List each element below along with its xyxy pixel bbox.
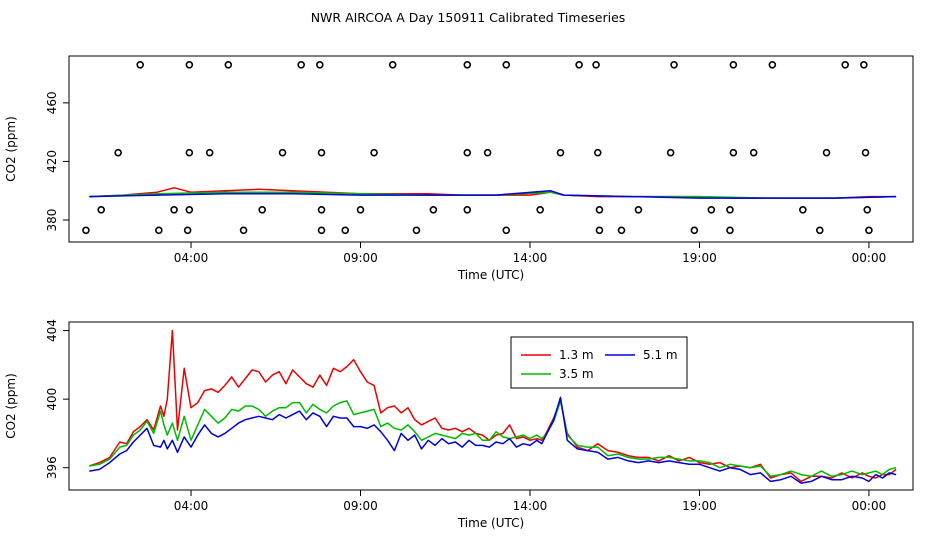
scatter-point [483,148,492,157]
scatter-point [502,60,511,69]
figure-title: NWR AIRCOA A Day 150911 Calibrated Times… [311,10,626,25]
y-tick-label: 460 [45,91,59,114]
scatter-point [463,205,472,214]
scatter-point [815,226,824,235]
scatter-point [185,205,194,214]
scatter-point [729,60,738,69]
scatter-point [278,148,287,157]
series-line-3-5-m [89,400,897,478]
scatter-point [575,60,583,69]
scatter-point [502,226,511,235]
scatter-point [183,226,192,235]
y-tick-label: 400 [45,388,59,411]
scatter-point [666,148,675,157]
series-line-1-3-m [89,329,897,483]
y-axis-label: CO2 (ppm) [4,373,18,439]
scatter-point [749,148,758,157]
x-tick-label: 00:00 [852,251,887,265]
scatter-point [388,60,397,69]
scatter-point [841,60,850,69]
legend-label: 3.5 m [559,367,594,381]
scatter-point [463,60,472,69]
panel-bottom: 04:00 09:00 14:00 19:00 00:00 396 400 404 Time (… [4,319,914,530]
scatter-point [317,148,326,157]
x-tick-label: 14:00 [513,251,548,265]
y-tick-label: 404 [45,319,59,342]
y-tick-label: 420 [45,150,59,173]
scatter-point [595,205,604,214]
scatter-point [185,148,194,157]
scatter-point [239,226,248,235]
scatter-point [536,205,544,214]
scatter-point [863,205,872,214]
x-axis-label: Time (UTC) [457,268,524,282]
x-tick-label: 19:00 [682,251,717,265]
scatter-point [82,226,90,235]
scatter-point [670,60,678,69]
x-tick-label: 04:00 [174,251,209,265]
scatter-point [592,60,600,69]
plot-frame [68,321,914,491]
scatter-point [726,205,734,214]
x-tick-label: 09:00 [343,251,378,265]
scatter-point [258,205,267,214]
scatter-point [463,148,472,157]
scatter-point [768,60,777,69]
scatter-point [136,60,144,69]
scatter-point [170,205,178,214]
scatter-point [634,205,643,214]
y-axis-label: CO2 (ppm) [4,116,18,182]
scatter-point [412,226,421,235]
scatter-point [224,60,233,69]
legend-label: 1.3 m [559,348,594,362]
scatter-point [593,148,602,157]
scatter-point [341,226,350,235]
legend-box [510,336,688,389]
scatter-point [97,205,106,214]
scatter-point [370,148,378,157]
scatter-point [707,205,716,214]
x-tick-label: 04:00 [174,499,209,513]
scatter-point [316,60,324,69]
scatter-point [297,60,305,69]
scatter-point [726,226,734,235]
y-tick-label: 396 [45,456,59,479]
series-line-5-1-m [89,396,897,484]
x-tick-label: 00:00 [852,499,887,513]
x-tick-label: 14:00 [513,499,548,513]
x-tick-label: 09:00 [343,499,378,513]
scatter-point [729,148,738,157]
scatter-point [617,226,626,235]
y-tick-label: 380 [45,209,59,232]
scatter-point [860,60,868,69]
scatter-point [822,148,831,157]
scatter-point [155,226,163,235]
legend-label: 5.1 m [643,348,678,362]
scatter-point [865,226,873,235]
plot-frame [68,55,914,243]
x-axis-label: Time (UTC) [457,516,524,530]
scatter-point [595,226,604,235]
series-line-5-1-m [89,189,897,199]
scatter-point [114,148,122,157]
scatter-point [205,148,214,157]
scatter-point [690,226,699,235]
scatter-point [861,148,870,157]
panel-top: 04:00 09:00 14:00 19:00 00:00 380 420 460 Time (… [4,55,914,282]
scatter-point [317,205,326,214]
scatter-point [556,148,565,157]
scatter-point [799,205,807,214]
scatter-point [356,205,365,214]
scatter-point [317,226,326,235]
scatter-point [429,205,438,214]
x-tick-label: 19:00 [682,499,717,513]
scatter-point [185,60,194,69]
